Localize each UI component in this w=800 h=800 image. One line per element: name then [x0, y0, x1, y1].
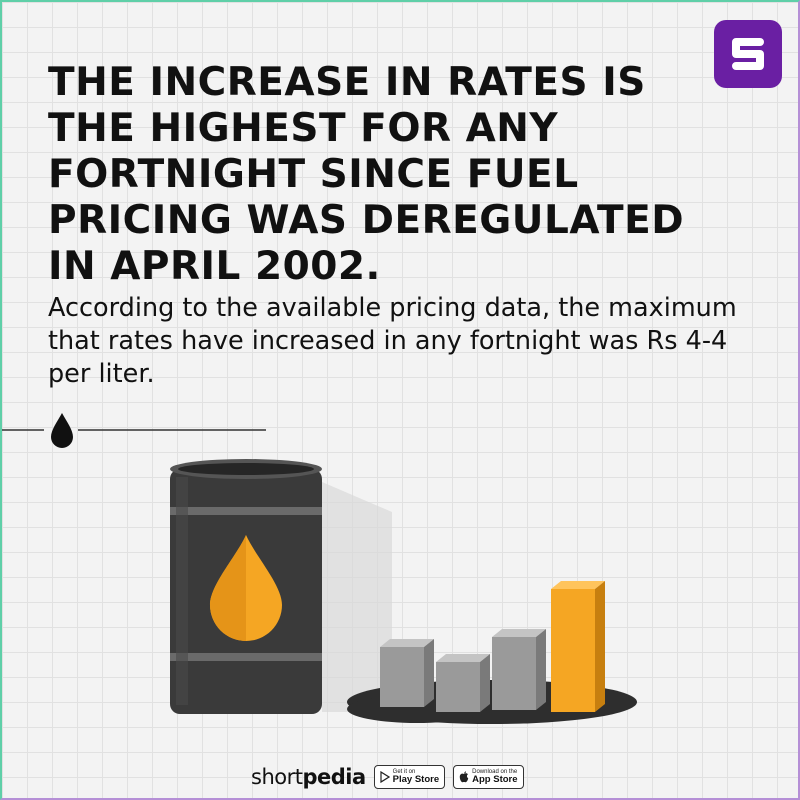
oil-barrel-icon — [170, 459, 322, 714]
play-store-button[interactable]: Get it on Play Store — [373, 765, 446, 789]
apple-icon — [459, 771, 469, 783]
oil-drop-icon — [51, 413, 73, 448]
bar-blocks-icon — [380, 581, 605, 712]
body-text: According to the available pricing data,… — [48, 293, 737, 389]
footer: shortpedia Get it on Play Store Download… — [251, 762, 524, 792]
shortpedia-wordmark[interactable]: shortpedia — [251, 765, 366, 789]
divider — [2, 413, 266, 448]
headline: THE INCREASE IN RATES IS THE HIGHEST FOR… — [48, 60, 685, 289]
play-store-icon — [380, 771, 390, 783]
shortpedia-logo[interactable] — [714, 20, 782, 88]
oil-illustration — [170, 459, 637, 724]
shortpedia-s-icon — [732, 38, 764, 70]
app-store-button[interactable]: Download on the App Store — [453, 765, 524, 789]
